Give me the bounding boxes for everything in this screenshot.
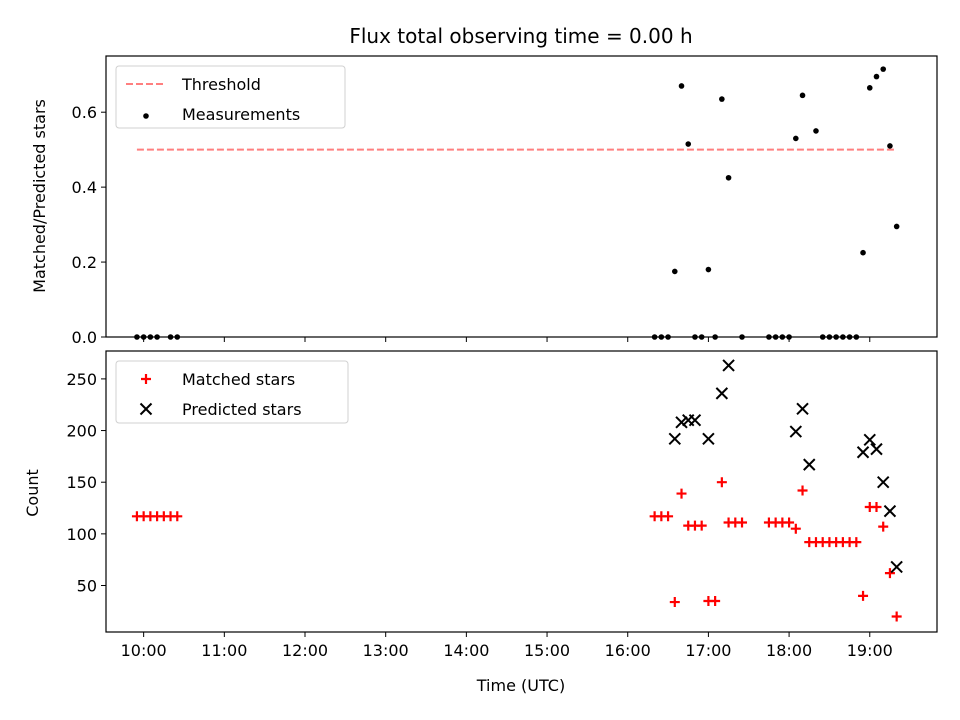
matched-star-point [669,597,680,608]
predicted-star-point [702,432,715,446]
y-tick-label: 250 [66,370,97,389]
x-tick-label: 19:00 [847,641,893,660]
measurement-point [799,92,806,99]
measurement-point [719,96,725,102]
legend-label: Matched stars [182,370,295,389]
measurement-point [813,128,819,134]
top-panel: Matched/Predicted stars 0.0 0.2 0.4 0.6 Thre… [30,55,938,347]
predicted-star-point [796,402,809,416]
y-tick-label: 0.6 [72,103,97,122]
x-tick-label: 10:00 [121,641,167,660]
matched-star-point [696,520,707,531]
predicted-star-point [789,425,803,438]
predicted-star-point [883,504,897,518]
legend-box [115,65,346,129]
measurement-point [866,85,873,91]
measurement-point [671,268,678,275]
measurement-point [678,83,685,89]
predicted-star-point [803,458,816,471]
x-tick-label: 15:00 [524,641,570,660]
matched-star-point [858,590,869,601]
measurement-point [705,266,712,273]
y-tick-label: 100 [66,525,97,544]
measurement-point [887,143,893,149]
y-tick-label: 200 [66,422,97,441]
predicted-star-point [722,359,735,372]
matched-star-point [716,477,727,488]
predicted-star-point [856,446,870,459]
predicted-star-point [668,432,681,446]
x-axis-label: Time (UTC) [476,676,565,695]
predicted-star-point [870,442,883,456]
legend-label: Predicted stars [182,400,302,419]
predicted-star-point [863,433,876,447]
x-tick-label: 12:00 [282,641,328,660]
matched-star-point [878,521,889,532]
matched-star-point [797,485,808,496]
legend-predicted-swatch [139,402,153,416]
legend-matched-swatch [141,374,151,384]
x-tick-label: 11:00 [201,641,247,660]
measurement-point [725,174,732,181]
predicted-star-point [715,387,729,400]
matched-star-point [710,596,721,607]
matched-star-point [851,537,862,548]
measurement-point [880,66,887,72]
matched-star-point [737,517,748,528]
matched-star-point [871,501,882,512]
top-y-axis-label: Matched/Predicted stars [30,99,49,293]
matched-star-point [663,511,674,522]
y-tick-label: 0.4 [72,178,97,197]
legend-label: Threshold [181,75,261,94]
predicted-star-point [877,475,890,489]
axes-frame [105,350,938,633]
measurement-point [873,73,880,80]
x-tick-label: 13:00 [363,641,409,660]
measurement-point [860,249,866,256]
x-tick-label: 16:00 [605,641,651,660]
bottom-panel: Count Time (UTC) 10:00 11:00 12:00 13:00 14:… [23,350,938,695]
x-tick-label: 14:00 [443,641,489,660]
y-tick-label: 0.2 [72,253,97,272]
legend-measurement-swatch [143,113,149,119]
matched-star-point [884,568,895,579]
predicted-star-point [890,560,903,574]
matched-star-point [891,611,902,622]
y-tick-label: 0.0 [72,328,97,347]
measurement-point [793,135,799,142]
legend-box [115,360,349,424]
matched-star-point [676,488,687,499]
y-tick-label: 50 [77,577,97,596]
matched-star-point [784,517,795,528]
predicted-star-point [675,416,688,429]
x-tick-label: 18:00 [766,641,812,660]
measurement-point [685,141,692,147]
measurement-point [893,223,900,230]
chart-title: Flux total observing time = 0.00 h [349,24,692,48]
matched-star-point [790,523,801,534]
axes-frame [105,55,938,338]
predicted-star-point [688,414,702,427]
bottom-y-axis-label: Count [23,469,42,517]
matched-star-point [172,511,183,522]
y-tick-label: 150 [66,473,97,492]
legend-label: Measurements [182,105,300,124]
x-tick-label: 17:00 [685,641,731,660]
